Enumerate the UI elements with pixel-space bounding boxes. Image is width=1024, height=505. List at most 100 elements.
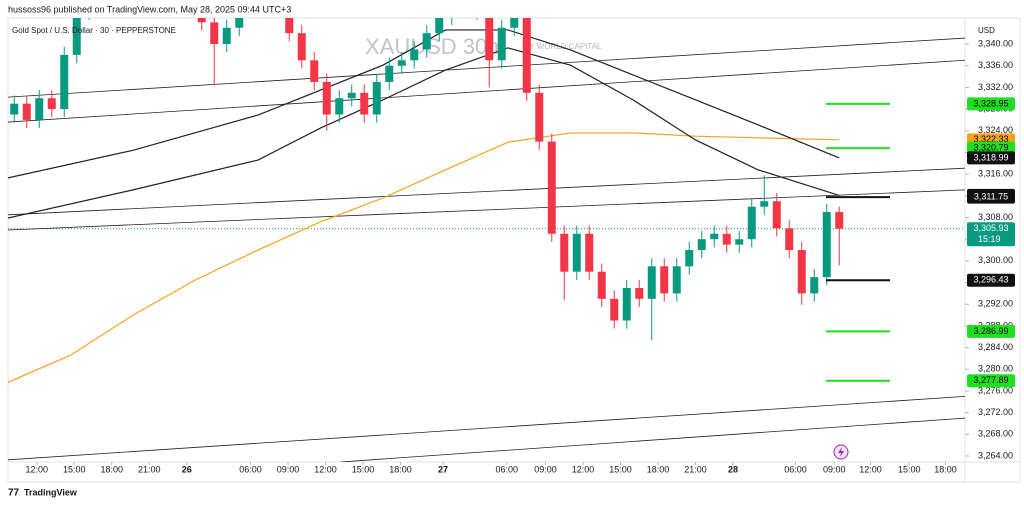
trend-line: [340, 417, 965, 462]
candle-body: [322, 81, 331, 115]
candle-body: [597, 271, 606, 299]
candle-body: [422, 33, 431, 50]
symbol-title: Gold Spot / U.S. Dollar · 30 · PEPPERSTO…: [12, 26, 176, 35]
svg-text:77: 77: [8, 488, 20, 499]
alert-icon[interactable]: [833, 444, 849, 460]
price-badge: [967, 151, 1015, 165]
candle-body: [735, 239, 744, 245]
x-tick-label: 12:00: [572, 464, 595, 474]
candle-body: [797, 250, 806, 294]
x-tick-label: 15:00: [352, 464, 375, 474]
x-tick-label: 15:00: [63, 464, 86, 474]
candle-body: [197, 18, 206, 23]
x-tick-label: 18:00: [389, 464, 412, 474]
candle-body: [710, 233, 719, 240]
price-badge: [967, 97, 1015, 111]
candle-body: [747, 206, 756, 240]
candle-body: [335, 98, 344, 115]
candle-body: [72, 18, 81, 55]
moving-average: [8, 47, 840, 219]
x-tick-label: 27: [438, 464, 448, 474]
price-badge: [967, 190, 1015, 204]
trend-line: [8, 167, 965, 216]
publisher: hussoss96 published on TradingView.com, …: [8, 4, 291, 14]
price-badge: [967, 273, 1015, 287]
candle-body: [722, 233, 731, 245]
candle-body: [672, 266, 681, 294]
y-tick-label: 3,316.00: [978, 169, 1013, 179]
candle-body: [585, 233, 594, 272]
price-badge-label: 3,328.95: [973, 98, 1008, 108]
last-price-label: 3,305.93: [973, 223, 1008, 233]
candle-body: [222, 27, 231, 45]
price-badge: [967, 374, 1015, 388]
candle-body: [522, 18, 531, 93]
candle-body: [810, 277, 819, 294]
candle-body: [47, 98, 56, 110]
y-tick-label: 3,284.00: [978, 342, 1013, 352]
candle-body: [285, 18, 294, 34]
x-tick-label: 26: [182, 464, 192, 474]
candle-body: [685, 250, 694, 267]
candle-body: [560, 233, 569, 272]
candle-body: [60, 54, 69, 110]
candle-body: [297, 33, 306, 61]
countdown: 15:19: [978, 234, 1001, 244]
y-tick-label: 3,340.00: [978, 38, 1013, 48]
candle-body: [660, 266, 669, 294]
x-tick-label: 21:00: [684, 464, 707, 474]
candle-body: [435, 18, 444, 34]
candle-body: [397, 60, 406, 66]
y-tick-label: 3,332.00: [978, 82, 1013, 92]
price-badge-label: 3,296.43: [973, 275, 1008, 285]
x-tick-label: 09:00: [534, 464, 557, 474]
y-tick-label: 3,280.00: [978, 364, 1013, 374]
candle-body: [210, 22, 219, 45]
last-price-badge: [967, 222, 1015, 247]
candle-body: [610, 298, 619, 321]
y-tick-label: 3,308.00: [978, 212, 1013, 222]
candle-body: [22, 103, 31, 120]
y-tick-label: 3,272.00: [978, 407, 1013, 417]
moving-average: [8, 132, 840, 383]
x-tick-label: 18:00: [934, 464, 957, 474]
candle-body: [310, 60, 319, 82]
price-badge-label: 3,311.75: [974, 192, 1008, 202]
brand: TradingView: [24, 487, 78, 497]
candle-body: [647, 266, 656, 299]
moving-average: [8, 29, 840, 179]
price-badge-label: 3,322.33: [973, 134, 1008, 144]
x-tick-label: 28: [728, 464, 738, 474]
candle-body: [360, 92, 369, 115]
candle-body: [35, 98, 44, 120]
candle-body: [535, 92, 544, 142]
candle-body: [572, 233, 581, 272]
candle-body: [760, 201, 769, 207]
x-tick-label: 09:00: [277, 464, 300, 474]
price-badge-label: 3,286.99: [973, 326, 1008, 336]
candle-body: [785, 228, 794, 251]
candle-body: [347, 92, 356, 99]
y-tick-label: 3,324.00: [978, 125, 1013, 135]
candle-body: [485, 18, 494, 61]
candle-body: [510, 18, 519, 28]
candle-body: [635, 287, 644, 299]
price-badge: [967, 324, 1015, 338]
watermark: XAUUSD 30m: [365, 34, 506, 59]
price-badge-label: 3,277.89: [973, 375, 1008, 385]
x-tick-label: 18:00: [100, 464, 123, 474]
candle-body: [235, 18, 244, 28]
x-tick-label: 21:00: [138, 464, 161, 474]
trend-line: [8, 396, 965, 461]
x-tick-label: 12:00: [25, 464, 48, 474]
candle-body: [10, 103, 19, 115]
trend-line: [8, 189, 965, 231]
candle-body: [547, 141, 556, 234]
plot-layer: [8, 18, 965, 462]
x-tick-label: 18:00: [647, 464, 670, 474]
candle-body: [822, 212, 831, 278]
price-badge: [967, 141, 1015, 155]
trend-line: [8, 59, 965, 123]
